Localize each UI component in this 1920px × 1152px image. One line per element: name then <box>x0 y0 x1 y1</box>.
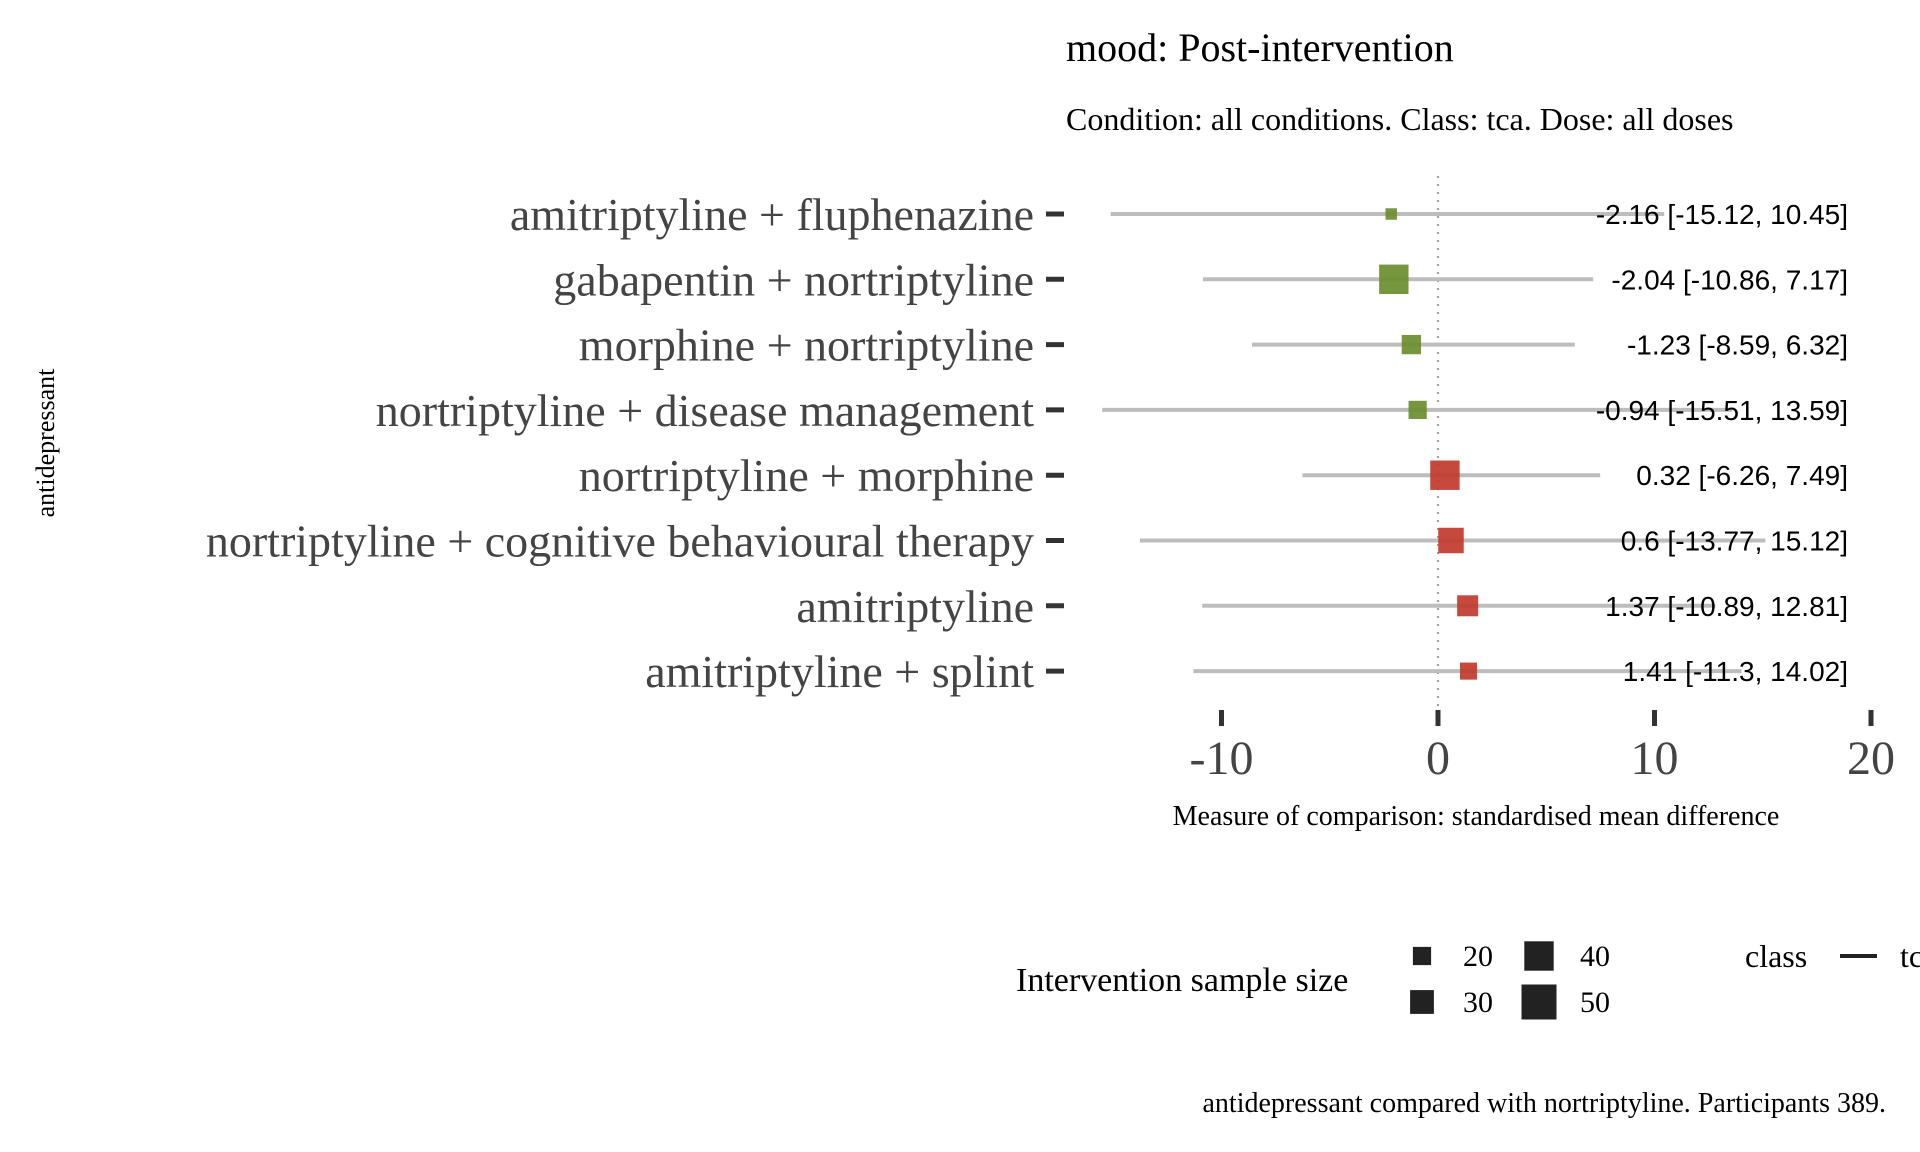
size-legend-label: 40 <box>1580 940 1610 973</box>
size-legend-title: Intervention sample size <box>1016 962 1348 999</box>
y-axis-label: antidepressant <box>31 368 60 518</box>
chart-subtitle: Condition: all conditions. Class: tca. D… <box>1066 101 1734 137</box>
forest-row: amitriptyline + fluphenazine -2.16 [-15.1… <box>510 189 1848 240</box>
size-legend-key <box>1412 946 1432 966</box>
forest-row: nortriptyline + cognitive behavioural th… <box>206 516 1848 567</box>
row-label: gabapentin + nortriptyline <box>553 254 1034 305</box>
estimate-annotation: 0.32 [-6.26, 7.49] <box>1636 460 1848 491</box>
point-estimate <box>1459 662 1478 680</box>
row-label: nortriptyline + cognitive behavioural th… <box>206 516 1034 567</box>
class-legend-entry: tc <box>1900 938 1920 974</box>
point-estimate <box>1438 527 1464 554</box>
row-label: amitriptyline + splint <box>645 646 1034 697</box>
estimate-annotation: 1.41 [-11.3, 14.02] <box>1623 656 1848 687</box>
estimate-annotation: -2.16 [-15.12, 10.45] <box>1596 199 1848 230</box>
size-legend-key <box>1524 941 1554 971</box>
estimate-annotation: 0.6 [-13.77, 15.12] <box>1621 526 1848 557</box>
point-estimate <box>1379 264 1409 294</box>
x-tick-label: 20 <box>1847 732 1895 785</box>
forest-row: gabapentin + nortriptyline -2.04 [-10.86,… <box>553 254 1848 305</box>
x-axis-label: Measure of comparison: standardised mean… <box>1173 801 1780 832</box>
point-estimate <box>1401 334 1422 355</box>
estimate-annotation: -2.04 [-10.86, 7.17] <box>1611 264 1848 295</box>
point-estimate <box>1385 208 1397 220</box>
x-tick-label: 10 <box>1631 732 1679 785</box>
estimate-annotation: -0.94 [-15.51, 13.59] <box>1596 395 1848 426</box>
forest-row: amitriptyline + splint 1.41 [-11.3, 14.02… <box>645 646 1848 697</box>
x-tick-label: 0 <box>1426 732 1450 785</box>
chart-caption: antidepressant compared with nortriptyli… <box>1203 1088 1887 1119</box>
size-legend-label: 20 <box>1463 940 1493 973</box>
row-label: amitriptyline + fluphenazine <box>510 189 1034 240</box>
forest-row: amitriptyline 1.37 [-10.89, 12.81] <box>796 581 1848 632</box>
size-legend-key <box>1521 984 1557 1020</box>
plot-area: amitriptyline + fluphenazine -2.16 [-15.1… <box>206 176 1895 785</box>
size-legend-label: 30 <box>1463 986 1493 1019</box>
row-label: nortriptyline + disease management <box>376 385 1034 436</box>
estimate-annotation: -1.23 [-8.59, 6.32] <box>1627 330 1848 361</box>
size-legend-label: 50 <box>1580 986 1610 1019</box>
size-legend-key <box>1410 990 1434 1014</box>
class-legend-title: class <box>1745 938 1807 974</box>
point-estimate <box>1430 460 1460 490</box>
size-legend: 20 30 40 50 <box>1410 940 1610 1020</box>
point-estimate <box>1457 595 1479 617</box>
row-label: nortriptyline + morphine <box>579 450 1034 501</box>
estimate-annotation: 1.37 [-10.89, 12.81] <box>1605 591 1848 622</box>
row-label: amitriptyline <box>796 581 1034 632</box>
chart-title: mood: Post-intervention <box>1066 25 1454 70</box>
row-label: morphine + nortriptyline <box>579 320 1034 371</box>
point-estimate <box>1408 400 1427 419</box>
forest-row: nortriptyline + morphine 0.32 [-6.26, 7.4… <box>579 450 1848 501</box>
x-tick-label: -10 <box>1190 732 1254 785</box>
forest-row: nortriptyline + disease management -0.94 … <box>376 385 1848 436</box>
forest-row: morphine + nortriptyline -1.23 [-8.59, 6.… <box>579 320 1848 371</box>
